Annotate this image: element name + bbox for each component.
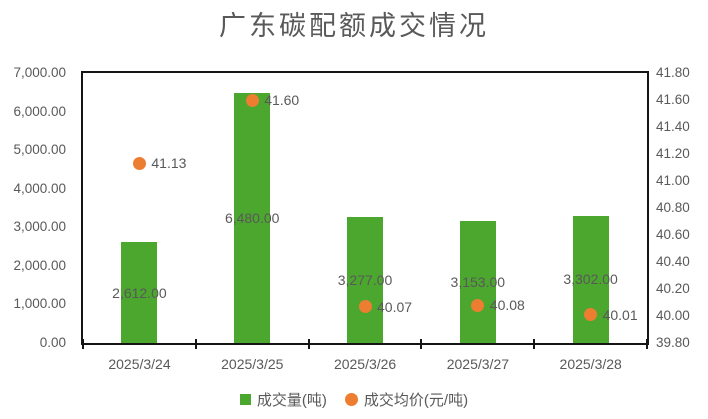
x-category-label: 2025/3/25 [221, 356, 284, 372]
y-right-tick-label: 41.00 [656, 173, 690, 188]
price-series-swatch-icon [344, 392, 358, 406]
price-value-label: 41.13 [151, 155, 187, 172]
y-right-tick-label: 40.20 [656, 281, 690, 296]
y-right-tick-label: 41.60 [656, 92, 690, 107]
bar-value-label: 3,277.00 [337, 271, 393, 288]
price-point [245, 93, 259, 107]
price-point [132, 156, 146, 170]
y-left-tick-label: 0.00 [39, 335, 66, 350]
y-right-tick-label: 39.80 [656, 335, 690, 350]
y-right-tick-label: 41.80 [656, 65, 690, 80]
y-right-tick-label: 40.60 [656, 227, 690, 242]
y-right-tick-label: 41.20 [656, 146, 690, 161]
volume-bar [121, 242, 158, 343]
price-value-label: 40.07 [377, 298, 413, 315]
x-category-label: 2025/3/26 [333, 356, 397, 372]
bar-value-label: 6,480.00 [224, 210, 280, 227]
legend-price-label: 成交均价(元/吨) [363, 391, 469, 409]
legend: 成交量(吨) 成交均价(元/吨) [0, 389, 708, 409]
x-axis-tickmark [307, 339, 310, 349]
y-left-tick-label: 5,000.00 [13, 142, 66, 158]
price-point [584, 308, 598, 322]
x-category-label: 2025/3/24 [108, 356, 171, 372]
x-category-label: 2025/3/27 [446, 356, 510, 372]
legend-volume-label: 成交量(吨) [256, 391, 327, 409]
price-value-label: 40.08 [489, 297, 525, 314]
plot-inner: 2,612.00 41.13 6,480.00 41.60 3,277.00 40.07 3… [83, 73, 647, 343]
x-axis-tickmark [420, 339, 423, 349]
x-axis-tickmark [194, 339, 197, 349]
y-left-tick-label: 6,000.00 [13, 103, 66, 119]
y-left-tick-label: 2,000.00 [13, 257, 66, 273]
volume-bar [572, 215, 609, 343]
price-point [358, 300, 372, 314]
volume-series-swatch-icon [239, 393, 251, 405]
bar-value-label: 2,612.00 [112, 284, 167, 301]
price-point [471, 298, 485, 312]
y-right-tick-label: 40.40 [656, 254, 690, 269]
volume-bar [347, 216, 383, 343]
price-value-label: 41.60 [264, 92, 300, 108]
volume-bar [234, 93, 271, 343]
y-right-tick-label: 40.00 [656, 308, 690, 323]
volume-bar [459, 221, 496, 343]
y-left-tick-label: 3,000.00 [13, 219, 66, 235]
y-left-tick-label: 7,000.00 [13, 65, 66, 80]
y-left-tick-label: 1,000.00 [13, 296, 66, 312]
legend-item-price: 成交均价(元/吨) [344, 389, 469, 410]
plot-area: 2,612.00 41.13 6,480.00 41.60 3,277.00 40.07 3… [81, 71, 649, 345]
x-axis-tickmark [646, 339, 648, 349]
bar-value-label: 3,153.00 [450, 274, 506, 291]
price-value-label: 40.01 [602, 306, 638, 323]
bar-value-label: 3,302.00 [563, 271, 618, 288]
y-right-tick-label: 41.40 [656, 119, 690, 134]
chart-title: 广东碳配额成交情况 [219, 11, 489, 41]
x-axis-tickmark [82, 339, 84, 349]
y-left-tick-label: 4,000.00 [13, 180, 66, 196]
x-axis-tickmark [533, 339, 536, 349]
x-category-label: 2025/3/28 [559, 356, 622, 372]
legend-item-volume: 成交量(吨) [239, 389, 327, 410]
y-right-tick-label: 40.80 [656, 200, 690, 215]
